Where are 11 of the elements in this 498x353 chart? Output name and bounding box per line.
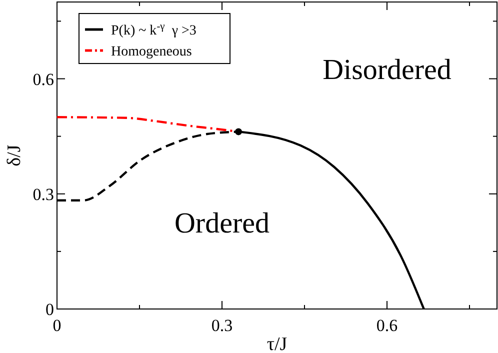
legend-label: Homogeneous [111,44,192,60]
legend-label: P(k) ~ k$^{-γ}$ γ >3 [111,21,196,39]
annotation: Disordered [322,54,452,86]
x-axis-title: τ/J [266,334,288,353]
y-tick-label: 0.3 [32,184,54,204]
x-tick-label: 0.3 [211,316,233,335]
y-axis-title: δ/J [4,144,25,166]
y-tick-label: 0 [46,300,54,319]
y-tick-label: 0.6 [32,70,54,89]
annotation: Ordered [174,207,270,240]
x-tick-label: 0.6 [376,316,398,335]
